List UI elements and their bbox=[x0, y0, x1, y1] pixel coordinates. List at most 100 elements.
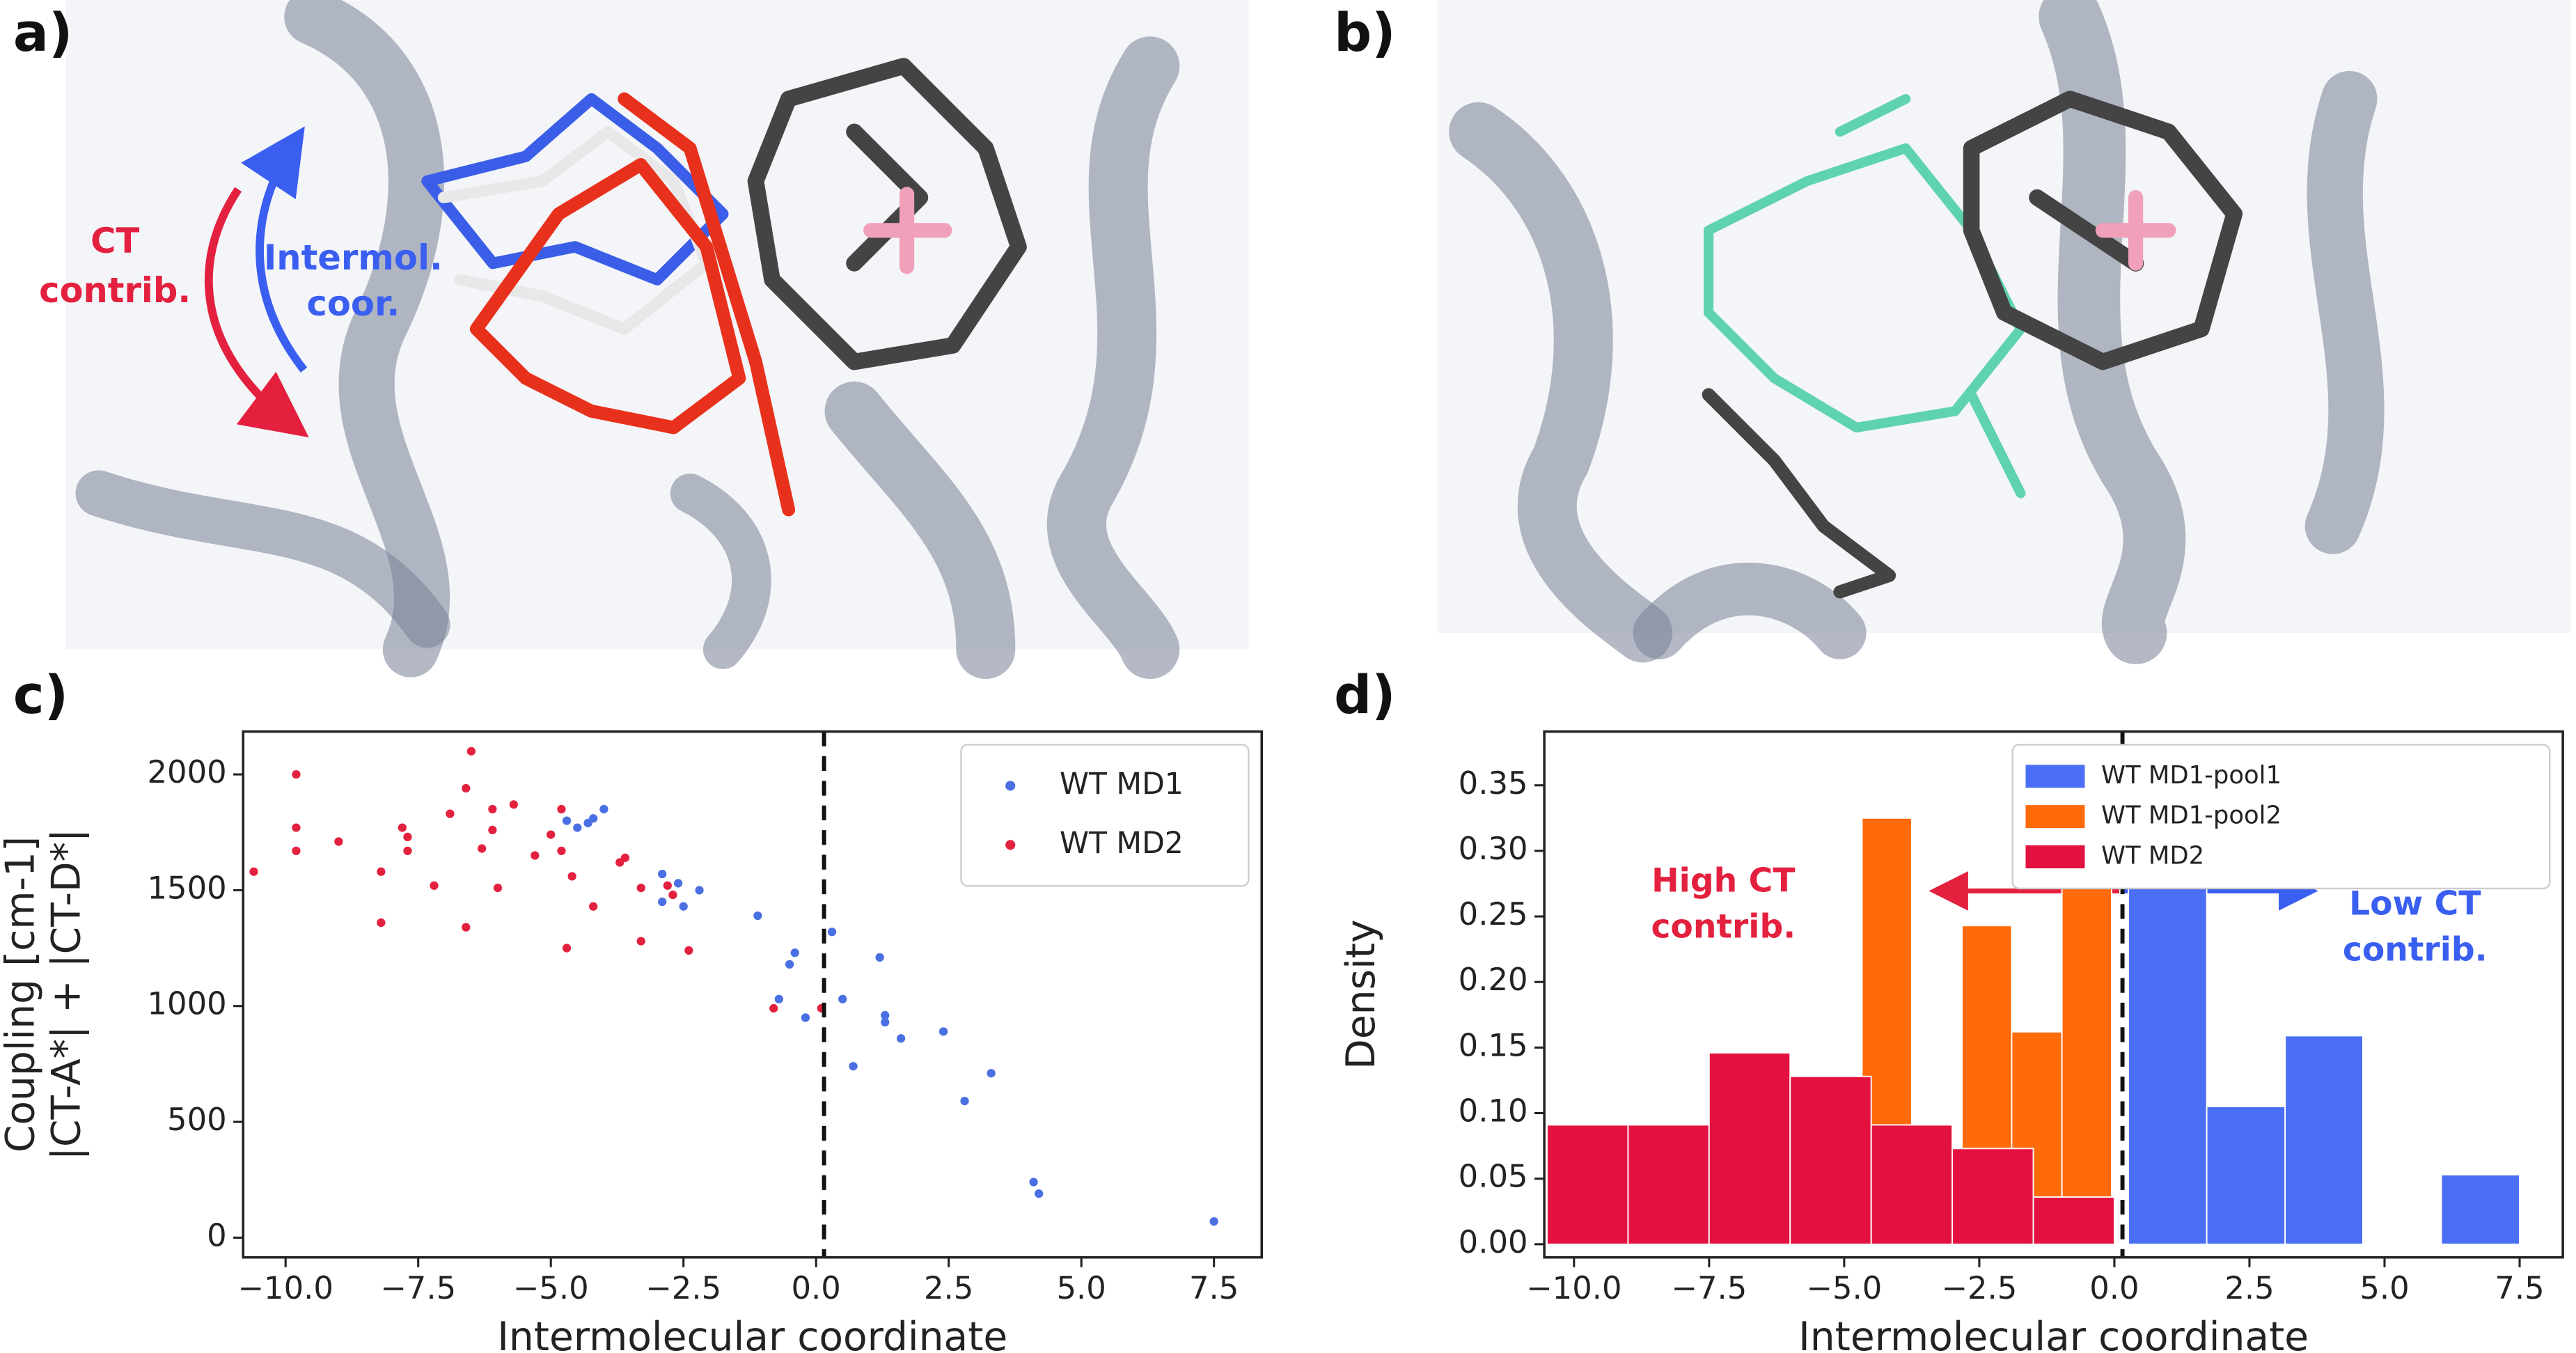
point bbox=[589, 902, 598, 911]
point bbox=[292, 846, 301, 855]
y-tick-label: 0.30 bbox=[1459, 830, 1528, 867]
point bbox=[562, 944, 572, 953]
point bbox=[446, 809, 455, 818]
bar bbox=[1708, 1051, 1791, 1245]
point bbox=[663, 881, 672, 890]
legend-marker bbox=[1005, 840, 1016, 850]
legend-label: WT MD1-pool1 bbox=[2101, 761, 2282, 790]
point bbox=[987, 1069, 996, 1078]
annotation: High CT bbox=[1651, 862, 1795, 900]
point bbox=[557, 846, 566, 855]
point bbox=[488, 825, 497, 835]
point bbox=[1035, 1189, 1044, 1198]
bar bbox=[2206, 1106, 2286, 1245]
y-axis-label: Coupling [cm-1] bbox=[0, 836, 44, 1152]
y-tick-label: 0 bbox=[207, 1217, 227, 1253]
x-tick-label: 7.5 bbox=[2495, 1269, 2544, 1306]
legend-marker bbox=[1005, 781, 1016, 791]
point bbox=[573, 823, 582, 832]
bar bbox=[1951, 1148, 2034, 1245]
point bbox=[658, 897, 667, 907]
molecule-image-a bbox=[65, 0, 1249, 680]
ct-arrow bbox=[204, 187, 309, 438]
legend-frame bbox=[960, 744, 1250, 887]
x-tick-label: 7.5 bbox=[1189, 1269, 1239, 1306]
point bbox=[493, 883, 503, 893]
panel-label: d) bbox=[1334, 664, 1396, 726]
legend-patch bbox=[2025, 765, 2085, 788]
y-tick-label: 0.10 bbox=[1459, 1093, 1528, 1129]
legend-label: WT MD1 bbox=[1060, 767, 1184, 801]
point bbox=[292, 769, 301, 779]
point bbox=[466, 746, 476, 756]
point bbox=[567, 872, 576, 881]
y-tick-label: 0.00 bbox=[1459, 1223, 1528, 1260]
point bbox=[896, 1034, 906, 1043]
x-axis-label: Intermolecular coordinate bbox=[497, 1314, 1007, 1353]
point bbox=[849, 1062, 858, 1071]
point bbox=[1209, 1217, 1218, 1226]
x-tick-label: −5.0 bbox=[1806, 1269, 1882, 1306]
point bbox=[377, 867, 386, 876]
x-tick-label: 5.0 bbox=[2359, 1269, 2409, 1306]
x-tick-label: −2.5 bbox=[645, 1269, 721, 1306]
bar bbox=[2284, 1035, 2364, 1245]
y-tick-label: 0.05 bbox=[1459, 1158, 1528, 1195]
point bbox=[488, 804, 497, 814]
legend-label: WT MD2 bbox=[1060, 827, 1184, 861]
coord-arrow bbox=[241, 126, 308, 373]
point bbox=[403, 832, 412, 842]
x-tick-label: −7.5 bbox=[380, 1269, 456, 1306]
annotation: coor. bbox=[307, 283, 400, 324]
bar bbox=[1870, 1124, 1954, 1245]
point bbox=[334, 837, 343, 846]
y-tick-label: 2000 bbox=[148, 753, 227, 790]
point bbox=[838, 994, 847, 1003]
annotation: contrib. bbox=[39, 270, 191, 311]
point bbox=[599, 804, 608, 814]
point bbox=[790, 948, 799, 957]
molecule-image-b bbox=[1437, 0, 2571, 664]
x-tick-label: −5.0 bbox=[513, 1269, 589, 1306]
point bbox=[292, 823, 301, 832]
point bbox=[403, 846, 412, 855]
point bbox=[1029, 1178, 1038, 1187]
annotation: contrib. bbox=[1651, 908, 1796, 946]
y-axis-label: |CT-A*| + |CT-D*| bbox=[44, 829, 90, 1160]
point bbox=[562, 816, 572, 825]
annotation: Low CT bbox=[2349, 885, 2481, 923]
point bbox=[377, 918, 386, 928]
y-tick-label: 1500 bbox=[148, 869, 227, 906]
legend-label: WT MD1-pool2 bbox=[2101, 801, 2282, 830]
x-axis-label: Intermolecular coordinate bbox=[1798, 1314, 2309, 1353]
point bbox=[430, 881, 439, 890]
bar bbox=[2440, 1174, 2520, 1245]
bar bbox=[1789, 1075, 1872, 1245]
point bbox=[753, 911, 762, 921]
point bbox=[938, 1027, 948, 1036]
point bbox=[398, 823, 407, 832]
y-tick-label: 0.15 bbox=[1459, 1026, 1528, 1063]
y-axis-label: Density bbox=[1338, 919, 1384, 1069]
bar bbox=[2032, 1196, 2115, 1245]
point bbox=[557, 804, 566, 814]
annotation: Intermol. bbox=[264, 237, 443, 278]
panel-label: c) bbox=[13, 664, 68, 726]
point bbox=[589, 814, 598, 823]
plot-frame bbox=[242, 730, 1264, 1259]
point bbox=[531, 851, 540, 860]
point bbox=[801, 1013, 810, 1022]
point bbox=[620, 853, 629, 862]
x-tick-label: 2.5 bbox=[924, 1269, 973, 1306]
point bbox=[881, 1010, 890, 1020]
point bbox=[477, 844, 487, 853]
x-tick-label: −10.0 bbox=[238, 1269, 333, 1306]
point bbox=[636, 883, 645, 893]
x-tick-label: 2.5 bbox=[2224, 1269, 2274, 1306]
x-tick-label: 5.0 bbox=[1057, 1269, 1106, 1306]
panel-label: a) bbox=[13, 2, 72, 63]
legend-patch bbox=[2025, 805, 2085, 829]
legend-frame bbox=[2011, 744, 2551, 890]
point bbox=[673, 879, 683, 888]
point bbox=[827, 928, 837, 937]
